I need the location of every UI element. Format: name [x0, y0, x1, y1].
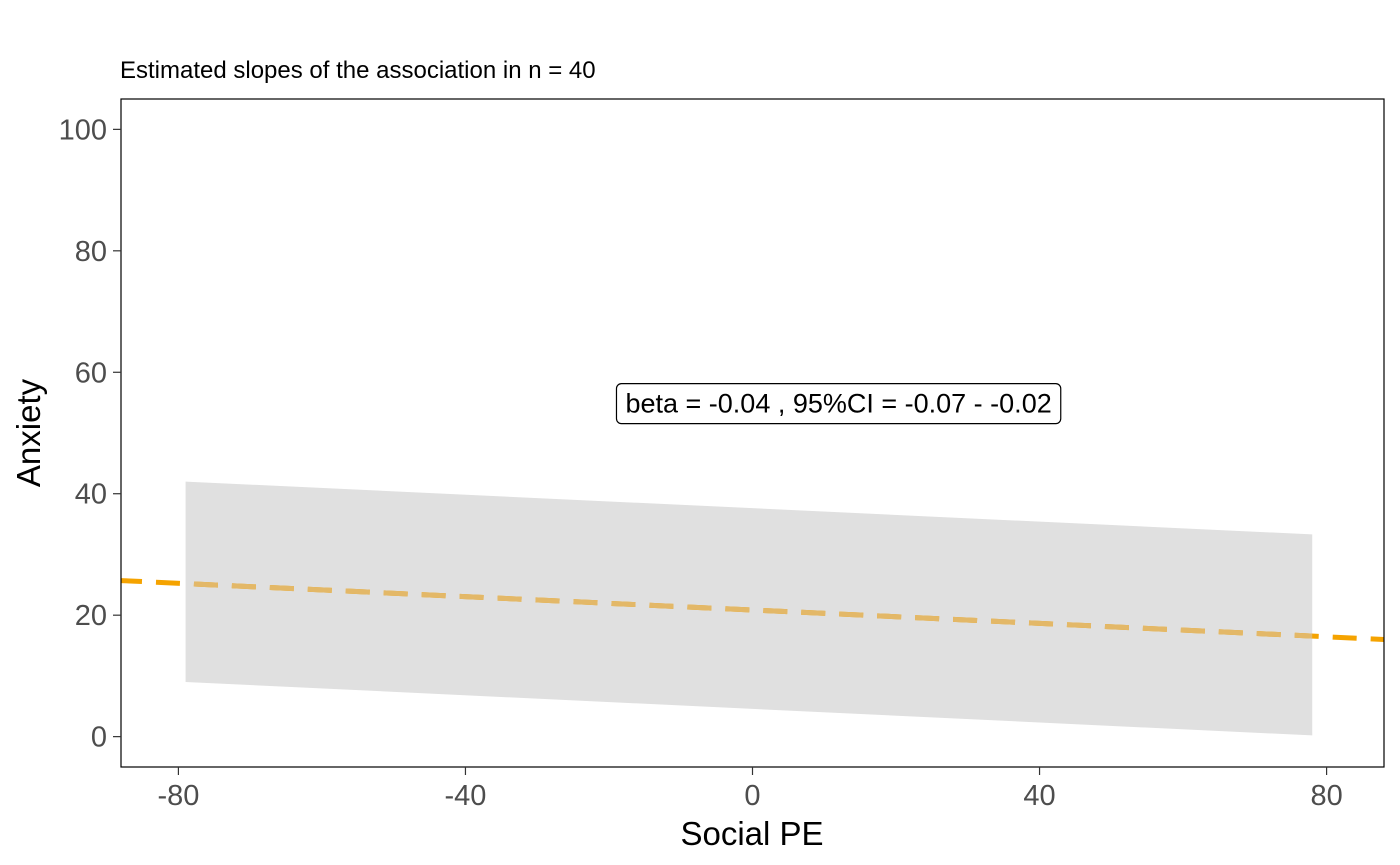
regression-line-in-band — [185, 581, 1313, 639]
annotation-text: beta = -0.04 , 95%CI = -0.07 - -0.02 — [625, 389, 1051, 419]
y-tick-label: 20 — [75, 600, 107, 632]
plot-panel — [121, 481, 1384, 736]
y-axis-title: Anxiety — [10, 378, 47, 487]
x-tick-label: 80 — [1310, 780, 1342, 812]
x-tick-label: -80 — [157, 780, 199, 812]
x-tick-label: 40 — [1023, 780, 1055, 812]
y-tick-label: 0 — [91, 722, 107, 754]
y-tick-label: 80 — [75, 236, 107, 268]
y-tick-label: 100 — [59, 114, 107, 146]
y-tick-label: 60 — [75, 357, 107, 389]
chart-subtitle: Estimated slopes of the association in n… — [120, 57, 596, 84]
x-axis: -80 -40 0 40 80 — [157, 767, 1343, 812]
y-tick-label: 40 — [75, 479, 107, 511]
annotation-label: beta = -0.04 , 95%CI = -0.07 - -0.02 — [615, 383, 1062, 425]
y-axis: 0 20 40 60 80 100 — [59, 114, 121, 754]
x-tick-label: 0 — [744, 780, 760, 812]
x-axis-title: Social PE — [680, 815, 823, 852]
annotation-box — [615, 383, 1062, 425]
x-tick-label: -40 — [444, 780, 486, 812]
